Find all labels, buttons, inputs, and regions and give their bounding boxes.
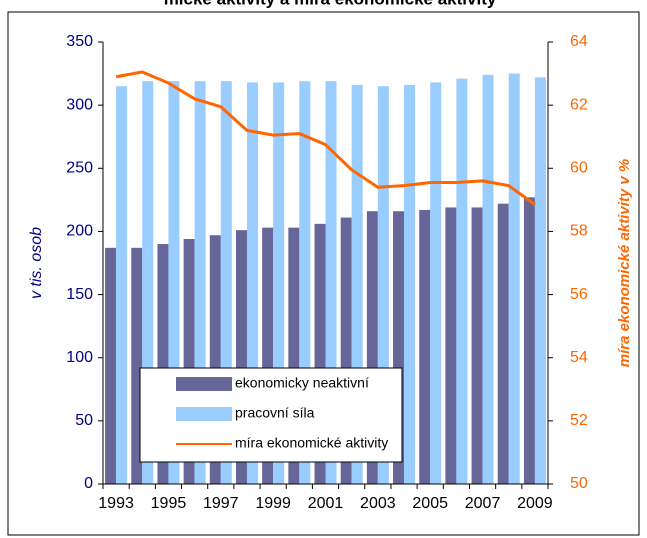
bar bbox=[183, 239, 195, 484]
legend-swatch bbox=[176, 377, 232, 391]
y2-tick-label: 50 bbox=[570, 475, 588, 492]
x-tick-label: 1995 bbox=[151, 495, 187, 512]
bar bbox=[534, 77, 546, 485]
bar bbox=[419, 209, 431, 484]
legend-label: pracovní síla bbox=[235, 405, 315, 421]
bar bbox=[471, 207, 483, 485]
bar bbox=[377, 86, 389, 484]
y-axis-label: v tis. osob bbox=[28, 227, 45, 299]
bar bbox=[482, 74, 494, 484]
bar bbox=[157, 244, 169, 484]
bar bbox=[497, 203, 509, 484]
x-tick-label: 1993 bbox=[98, 495, 134, 512]
line bbox=[115, 70, 536, 206]
y-tick-label: 250 bbox=[66, 160, 93, 177]
y-tick-label: 150 bbox=[66, 286, 93, 303]
y2-tick-label: 56 bbox=[570, 286, 588, 303]
bar bbox=[351, 84, 363, 485]
bar bbox=[116, 86, 128, 484]
bar bbox=[299, 81, 311, 485]
x-tick-label: 2005 bbox=[412, 495, 448, 512]
y2-tick-label: 60 bbox=[570, 160, 588, 177]
legend-label: míra ekonomické aktivity bbox=[235, 435, 388, 451]
y-tick-label: 300 bbox=[66, 96, 93, 113]
bar bbox=[194, 81, 206, 485]
y2-tick-label: 58 bbox=[570, 223, 588, 240]
bar bbox=[288, 227, 300, 484]
bar bbox=[142, 81, 154, 485]
bar bbox=[325, 81, 337, 485]
y-tick-label: 350 bbox=[66, 33, 93, 50]
bar bbox=[235, 230, 247, 484]
chart-title: mické aktivity a míra ekonomické aktivit… bbox=[164, 0, 497, 8]
bar bbox=[430, 82, 442, 484]
y-tick-label: 50 bbox=[75, 412, 93, 429]
y2-tick-label: 64 bbox=[570, 33, 588, 50]
y2-tick-label: 54 bbox=[570, 349, 588, 366]
bar bbox=[220, 81, 232, 485]
bar bbox=[209, 235, 221, 484]
y-tick-label: 0 bbox=[84, 475, 93, 492]
bar bbox=[404, 84, 416, 485]
y2-axis-label: míra ekonomické aktivity v % bbox=[616, 159, 633, 367]
bar bbox=[508, 73, 520, 485]
bar bbox=[105, 247, 117, 484]
legend-swatch bbox=[176, 407, 232, 421]
bar bbox=[456, 78, 468, 484]
bar bbox=[366, 211, 378, 485]
bar bbox=[262, 227, 274, 484]
legend-label: ekonomicky neaktivní bbox=[235, 375, 369, 391]
bar bbox=[523, 197, 535, 484]
y-tick-label: 200 bbox=[66, 223, 93, 240]
bar bbox=[393, 211, 405, 485]
x-tick-label: 2007 bbox=[465, 495, 501, 512]
x-tick-label: 2001 bbox=[308, 495, 344, 512]
bar bbox=[445, 207, 457, 485]
x-tick-label: 1999 bbox=[255, 495, 291, 512]
bar bbox=[314, 223, 326, 484]
y-tick-label: 100 bbox=[66, 349, 93, 366]
y2-tick-label: 52 bbox=[570, 412, 588, 429]
x-tick-label: 2003 bbox=[360, 495, 396, 512]
x-tick-label: 1997 bbox=[203, 495, 239, 512]
bar bbox=[168, 81, 180, 485]
bar bbox=[273, 82, 285, 484]
bar bbox=[131, 247, 143, 484]
y2-tick-label: 62 bbox=[570, 96, 588, 113]
bar bbox=[340, 217, 352, 484]
x-tick-label: 2009 bbox=[517, 495, 553, 512]
bar bbox=[246, 82, 258, 484]
